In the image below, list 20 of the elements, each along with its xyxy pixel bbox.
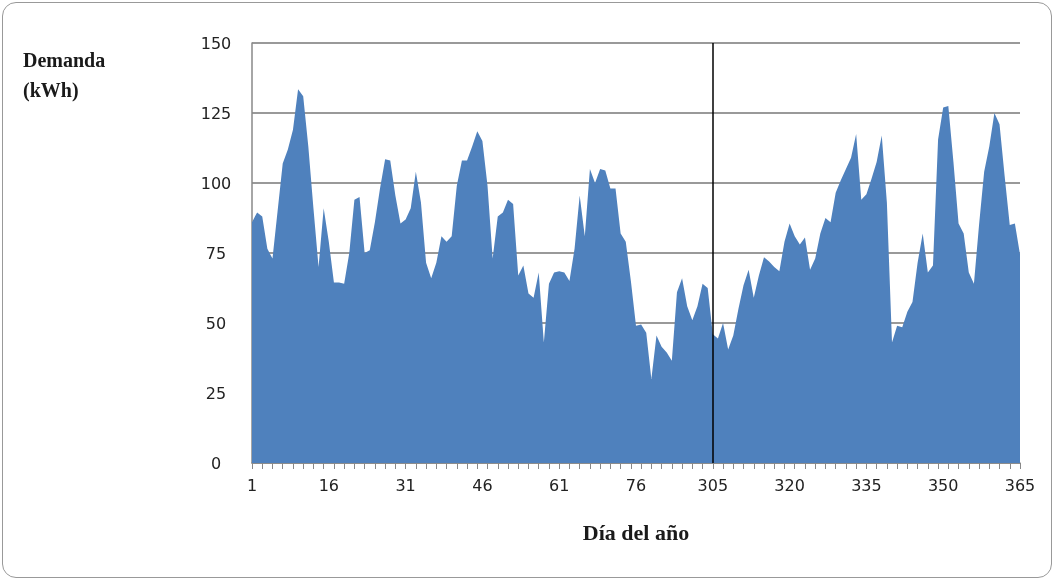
x-tick-label: 61 xyxy=(549,475,570,495)
x-tick-label: 350 xyxy=(927,475,959,495)
y-tick-label: 125 xyxy=(200,103,232,123)
y-tick-label: 0 xyxy=(210,453,222,473)
x-tick-label: 365 xyxy=(1004,475,1036,495)
y-tick-label: 100 xyxy=(200,173,232,193)
x-tick-label: 76 xyxy=(625,475,647,495)
y-tick-label: 25 xyxy=(205,383,227,403)
y-tick-label: 150 xyxy=(200,33,232,53)
y-tick-label: 75 xyxy=(205,243,227,263)
x-axis-title: Día del año xyxy=(582,519,690,545)
x-tick-label: 31 xyxy=(395,475,416,495)
x-tick-label: 16 xyxy=(318,475,339,495)
x-tick-label: 1 xyxy=(246,475,258,495)
y-tick-label: 50 xyxy=(205,313,227,333)
y-axis-title: Demanda (kWh) xyxy=(23,49,111,102)
x-tick-label: 305 xyxy=(697,475,729,495)
x-tick-label: 335 xyxy=(851,475,882,495)
x-tick-label: 46 xyxy=(472,475,493,495)
x-tick-label: 320 xyxy=(774,475,805,495)
